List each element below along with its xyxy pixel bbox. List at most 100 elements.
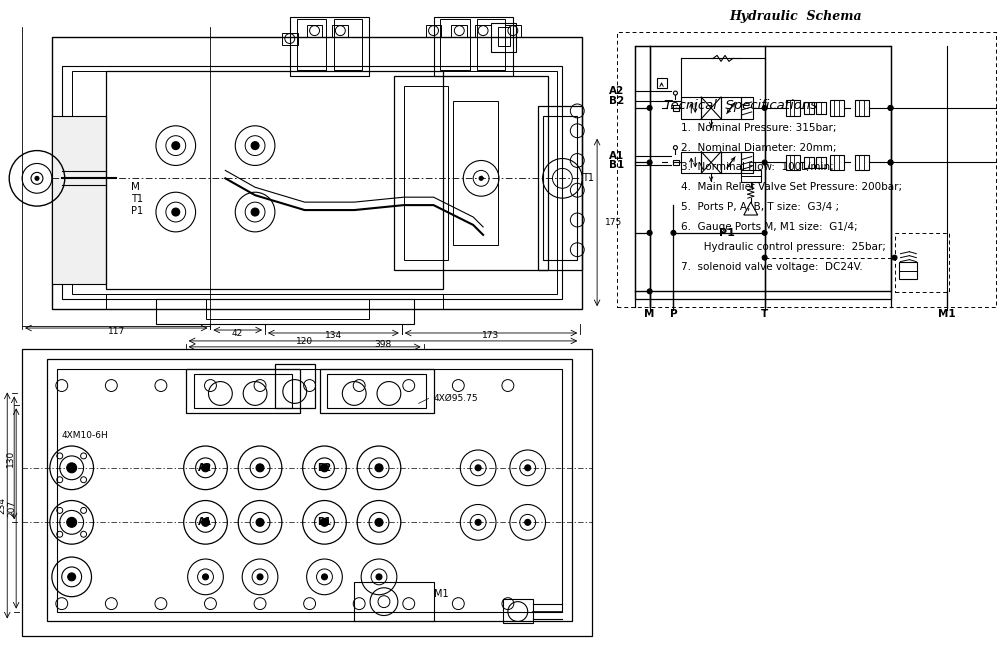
Text: Tecnical  Specifications: Tecnical Specifications	[664, 100, 817, 112]
Bar	[332, 25, 348, 37]
Text: 4XM10-6H: 4XM10-6H	[62, 430, 109, 440]
Bar	[895, 233, 949, 292]
Text: 234: 234	[0, 497, 7, 514]
Text: B2: B2	[609, 96, 624, 106]
Text: 7.  solenoid valve voltage:  DC24V.: 7. solenoid valve voltage: DC24V.	[681, 262, 863, 272]
Bar	[354, 582, 434, 622]
Bar	[741, 151, 753, 173]
Text: Hydraulic control pressure:  25bar;: Hydraulic control pressure: 25bar;	[681, 242, 886, 252]
Bar	[434, 17, 513, 76]
Circle shape	[475, 465, 481, 471]
Text: +: +	[478, 175, 484, 181]
Circle shape	[203, 574, 208, 580]
Bar	[635, 46, 891, 299]
Bar	[307, 25, 322, 37]
Bar	[830, 155, 844, 171]
Bar	[453, 101, 498, 245]
Bar	[786, 100, 800, 116]
Bar	[156, 299, 414, 324]
Bar	[681, 151, 701, 173]
Bar	[72, 71, 557, 294]
Bar	[206, 299, 369, 319]
Bar	[106, 294, 443, 309]
Bar	[194, 374, 292, 408]
Bar	[57, 369, 562, 612]
Bar	[282, 33, 298, 44]
Bar	[275, 364, 315, 408]
Bar	[673, 159, 679, 165]
Text: A1: A1	[609, 151, 624, 161]
Circle shape	[202, 519, 209, 527]
Circle shape	[376, 574, 382, 580]
Text: 4XØ95.75: 4XØ95.75	[434, 394, 478, 403]
Text: 398: 398	[374, 341, 392, 349]
Circle shape	[647, 160, 652, 165]
Bar	[673, 105, 679, 111]
Text: 5.  Ports P, A, B, T size:  G3/4 ;: 5. Ports P, A, B, T size: G3/4 ;	[681, 202, 839, 212]
Text: A2: A2	[609, 86, 624, 96]
Bar	[52, 116, 106, 284]
Circle shape	[257, 574, 263, 580]
Circle shape	[671, 230, 676, 235]
Circle shape	[251, 208, 259, 216]
Circle shape	[888, 106, 893, 110]
Circle shape	[172, 141, 180, 149]
Bar	[855, 100, 869, 116]
Text: B1: B1	[609, 161, 624, 171]
Circle shape	[647, 106, 652, 110]
Text: A1: A1	[198, 517, 213, 527]
Circle shape	[35, 177, 39, 181]
Circle shape	[892, 255, 897, 260]
Bar	[477, 19, 505, 70]
Bar	[804, 102, 814, 114]
Text: T1: T1	[582, 173, 594, 183]
Bar	[701, 97, 721, 119]
Bar	[505, 25, 521, 37]
Bar	[62, 66, 562, 299]
Text: M: M	[131, 182, 140, 193]
Bar	[786, 155, 800, 171]
Bar	[657, 78, 667, 88]
Circle shape	[375, 519, 383, 527]
Text: 175: 175	[605, 218, 622, 228]
Bar	[475, 25, 491, 37]
Text: B1: B1	[317, 517, 332, 527]
Bar	[721, 97, 741, 119]
Circle shape	[647, 230, 652, 235]
Bar	[394, 76, 548, 270]
Bar	[538, 106, 582, 270]
Circle shape	[256, 519, 264, 527]
Bar	[47, 359, 572, 622]
Text: T: T	[761, 309, 768, 319]
Bar	[816, 102, 826, 114]
Bar	[290, 17, 369, 76]
Circle shape	[67, 517, 77, 527]
Bar	[297, 19, 326, 70]
Text: A2: A2	[198, 463, 213, 473]
Bar	[681, 97, 701, 119]
Circle shape	[525, 519, 531, 525]
Text: 130: 130	[6, 450, 15, 467]
Circle shape	[67, 463, 77, 473]
Circle shape	[762, 106, 767, 110]
Circle shape	[322, 574, 327, 580]
Bar	[804, 157, 814, 169]
Bar	[543, 116, 577, 260]
Circle shape	[256, 464, 264, 472]
Circle shape	[202, 464, 209, 472]
Bar	[617, 32, 996, 307]
Circle shape	[375, 464, 383, 472]
Circle shape	[479, 177, 483, 181]
Bar	[327, 374, 426, 408]
Text: 2.  Nominal Diameter: 20mm;: 2. Nominal Diameter: 20mm;	[681, 143, 837, 153]
Circle shape	[888, 106, 893, 110]
Circle shape	[172, 208, 180, 216]
Text: P: P	[670, 309, 677, 319]
Bar	[741, 97, 753, 119]
Circle shape	[475, 519, 481, 525]
Text: 3.  Norminal Flow:  100L/min;: 3. Norminal Flow: 100L/min;	[681, 163, 834, 173]
Text: T1: T1	[131, 194, 143, 204]
Text: P1: P1	[131, 206, 143, 216]
Text: 42: 42	[232, 329, 243, 339]
Bar	[491, 23, 516, 52]
